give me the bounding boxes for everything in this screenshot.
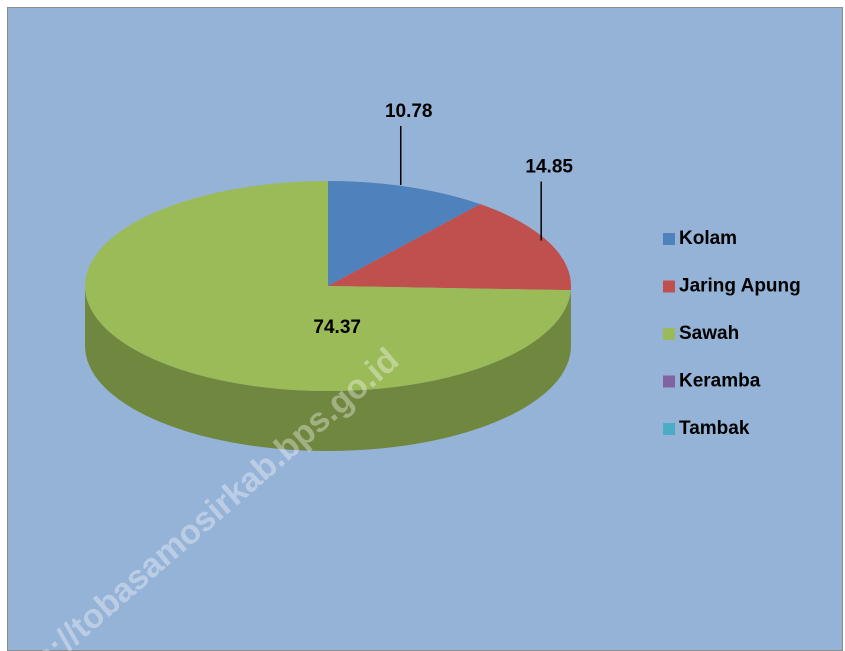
pie: 10.78 14.85 74.37: [84, 101, 573, 451]
slice: [328, 204, 571, 291]
legend-label: Kolam: [679, 228, 737, 249]
legend-label: Keramba: [679, 371, 761, 392]
legend-label: Jaring Apung: [679, 276, 801, 297]
data-label: 14.85: [525, 157, 573, 178]
legend-label: Tambak: [679, 418, 750, 439]
legend-swatch: [663, 280, 675, 293]
slice-side: [84, 286, 571, 451]
legend-swatch: [663, 328, 675, 340]
legend-swatch: [663, 233, 675, 245]
data-label: 10.78: [385, 101, 433, 122]
data-label: 74.37: [313, 317, 361, 338]
legend-swatch: [663, 423, 675, 435]
legend-swatch: [663, 375, 675, 388]
slice: [328, 181, 481, 286]
legend-label: Sawah: [679, 323, 739, 344]
slice: [84, 181, 571, 392]
legend: Kolam Jaring Apung Sawah Keramba Tambak: [663, 228, 801, 439]
